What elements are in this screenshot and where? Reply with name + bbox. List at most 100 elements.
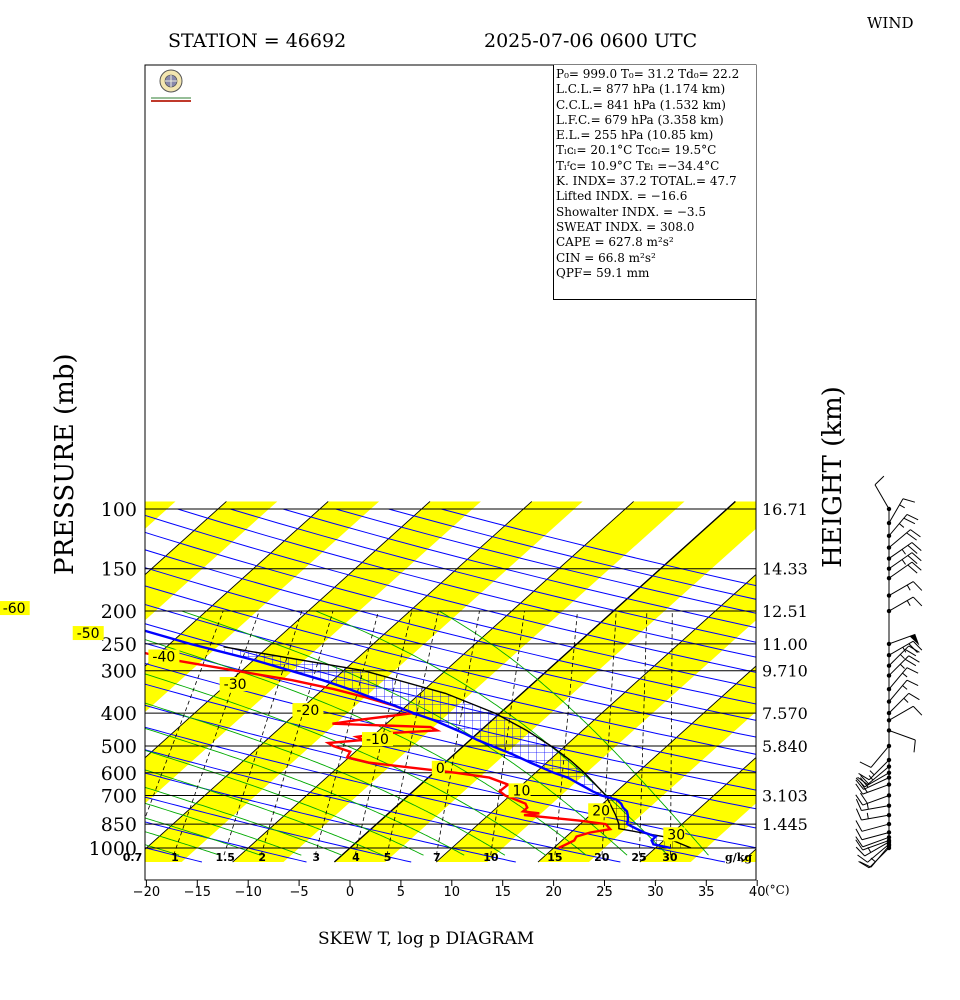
temperature-tick-label: −10 — [234, 885, 261, 900]
temperature-tick-label: 25 — [596, 885, 613, 900]
mixing-ratio-label: 1 — [171, 851, 179, 864]
wind-barb-feather — [912, 705, 923, 716]
isotherm-band — [145, 501, 380, 712]
temperature-line — [145, 629, 671, 850]
wind-barb-feather — [859, 761, 872, 768]
wind-barb-feather — [910, 529, 921, 538]
wind-barb-feather — [912, 596, 923, 607]
wind-barb-half-feather — [899, 504, 905, 509]
dry-adiabat — [177, 508, 756, 658]
wind-barb-shaft — [862, 839, 890, 851]
temperature-tick-label: 20 — [545, 885, 562, 900]
stat-cin: CIN = 66.8 m²s² — [556, 250, 656, 265]
wind-barb-shaft — [863, 777, 890, 790]
moist-adiabat — [145, 844, 180, 856]
wind-barb-feather — [907, 544, 918, 554]
parcel-line — [223, 646, 692, 849]
wind-barb-shaft — [861, 805, 890, 812]
moist-adiabat — [145, 802, 302, 856]
wind-barb-feather — [911, 542, 922, 551]
isotherm-label: -50 — [77, 626, 100, 642]
isotherm-label-bg — [219, 676, 251, 691]
mixing-ratio-label: 10 — [483, 851, 499, 864]
dry-adiabat — [145, 567, 756, 721]
mixing-ratio-line — [601, 611, 617, 856]
wind-barb-feather — [860, 775, 870, 785]
isotherm-label: 0 — [436, 761, 445, 777]
pressure-axis-title: PRESSURE (mb) — [50, 353, 80, 575]
stat-sweat: SWEAT INDX. = 308.0 — [556, 219, 695, 234]
wind-barb-shaft — [867, 766, 890, 785]
mixing-ratio-label: 20 — [594, 851, 610, 864]
wind-barb-shaft — [861, 814, 890, 821]
wind-barb-shaft — [888, 552, 913, 570]
wind-barb-half-feather — [902, 685, 908, 690]
pressure-tick-label: 300 — [101, 661, 137, 683]
pressure-tick-label: 150 — [101, 559, 137, 581]
wind-barb-feather — [855, 836, 864, 848]
wind-barb-feather — [903, 517, 916, 525]
mixing-unit-label: g/kg — [725, 851, 753, 864]
dry-adiabat — [145, 585, 756, 738]
wind-barb-half-feather — [901, 549, 906, 555]
stat-lcl: L.C.L.= 877 hPa (1.174 km) — [556, 82, 726, 97]
wind-barb-feather — [908, 692, 920, 701]
station-title: STATION = 46692 — [168, 30, 347, 52]
wind-barb-shaft — [870, 845, 890, 868]
pressure-tick-label: 250 — [101, 634, 137, 656]
wind-barb-shaft — [888, 633, 916, 645]
temperature-tick-label: 35 — [698, 885, 715, 900]
wind-barb-shaft — [888, 679, 908, 702]
stat-kindx: K. INDX= 37.2 TOTAL.= 47.7 — [556, 174, 737, 189]
moist-adiabat — [438, 610, 709, 856]
wind-barb-shaft — [874, 484, 890, 510]
height-axis-title: HEIGHT (km) — [818, 386, 848, 568]
temperature-tick-label: 40 — [749, 885, 766, 900]
wind-barb-feather — [906, 532, 917, 541]
mixing-ratio-label: 1.5 — [215, 851, 235, 864]
pressure-tick-label: 700 — [101, 785, 137, 807]
pressure-tick-label: 600 — [101, 763, 137, 785]
wind-barb-shaft — [864, 841, 890, 857]
isotherm-line — [145, 501, 227, 576]
wind-barb-feather — [902, 498, 916, 503]
mixing-ratio-line — [173, 610, 260, 856]
moist-adiabat — [145, 831, 221, 856]
isotherm-band — [145, 501, 176, 529]
wind-barb-feather — [905, 658, 917, 667]
wind-barb-feather — [859, 861, 872, 868]
isotherm-line — [435, 573, 756, 863]
moist-adiabat — [145, 769, 383, 856]
wind-barb-feather — [907, 555, 918, 564]
wind-barb-flag — [909, 634, 920, 646]
wind-barb-feather — [855, 839, 864, 851]
isotherm-line — [145, 501, 329, 667]
dry-adiabat — [145, 531, 756, 689]
temperature-tick-label: 30 — [647, 885, 664, 900]
stat-lfc: L.F.C.= 679 hPa (3.358 km) — [556, 112, 724, 127]
temperature-tick-label: 10 — [444, 885, 461, 900]
wind-barb-half-feather — [906, 584, 911, 591]
isotherm-label-bg — [292, 703, 324, 718]
height-tick-label: 3.103 — [762, 786, 808, 805]
temperature-tick-label: 5 — [397, 885, 405, 900]
mixing-ratio-line — [223, 610, 303, 856]
wind-barb-shaft — [867, 843, 890, 863]
wind-barb-half-feather — [866, 803, 869, 810]
moist-adiabat — [145, 817, 261, 856]
isotherm-band — [741, 849, 756, 863]
wind-barb-half-feather — [902, 646, 907, 653]
stability-indices-panel: P₀= 999.0 T₀= 31.2 Td₀= 22.2 L.C.L.= 877 … — [553, 65, 756, 300]
wind-barb-feather — [855, 779, 865, 790]
wind-title: WIND — [867, 14, 914, 32]
dry-adiabat — [145, 514, 756, 673]
isotherm-label: -30 — [224, 677, 247, 693]
stat-tlcl: Tₗᴄₗ= 20.1°C Tᴄᴄₗ= 19.5°C — [556, 143, 717, 158]
wind-barb-half-feather — [902, 672, 908, 678]
lab-logo — [147, 68, 195, 106]
dry-adiabat — [145, 604, 756, 755]
stat-qpf: QPF= 59.1 mm — [556, 265, 650, 280]
isotherm-label: -60 — [3, 601, 26, 617]
logo-emblem-icon — [149, 69, 193, 104]
wind-barb-shaft — [861, 832, 890, 841]
